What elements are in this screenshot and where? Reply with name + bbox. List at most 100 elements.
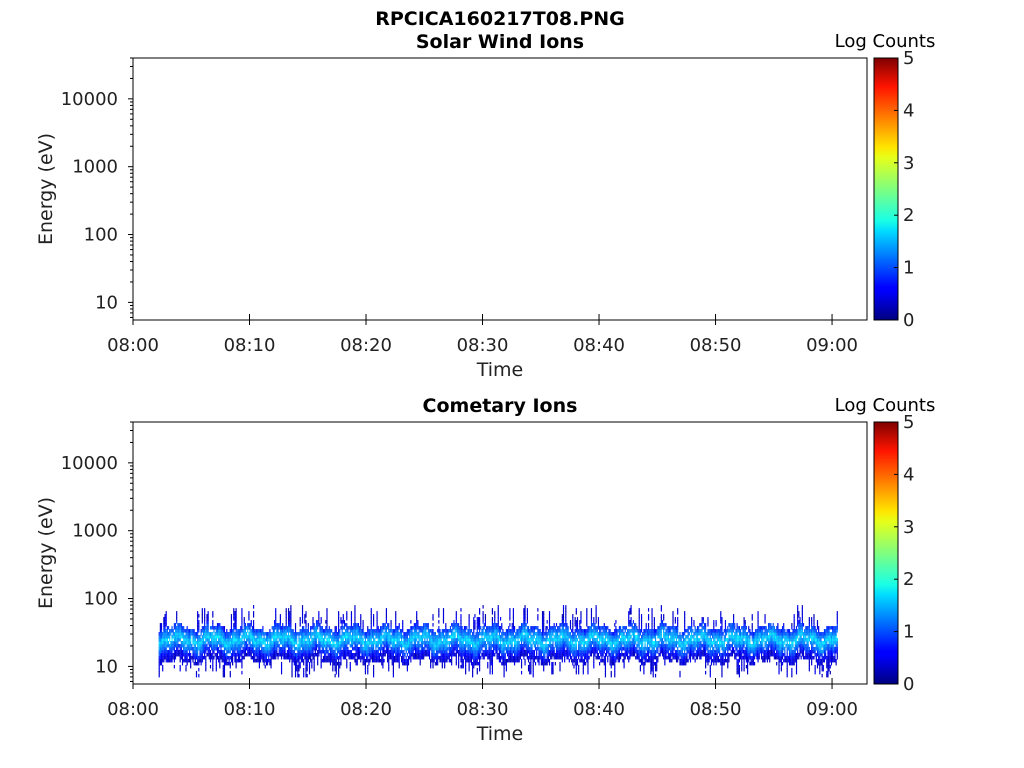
spectrogram-cell bbox=[432, 629, 434, 633]
spectrogram-cell bbox=[455, 652, 457, 657]
spectrogram-cell bbox=[356, 638, 358, 642]
spectrogram-cell bbox=[170, 646, 172, 651]
spectrogram-cell bbox=[414, 632, 417, 636]
spectrogram-cell bbox=[609, 635, 611, 639]
spectrogram-cell bbox=[425, 635, 427, 639]
spectrogram-cell bbox=[455, 661, 457, 666]
spectrogram-cell bbox=[635, 641, 637, 645]
spectrogram-cell bbox=[205, 626, 207, 630]
spectrogram-cell bbox=[444, 646, 446, 651]
spectrogram-cell bbox=[486, 638, 488, 642]
spectrogram-cell bbox=[283, 643, 285, 648]
spectrogram-cell bbox=[373, 655, 375, 660]
spectrogram-cell bbox=[359, 638, 361, 642]
spectrogram-cell bbox=[272, 643, 274, 648]
spectrogram-cell bbox=[285, 629, 287, 633]
spectrogram-cell bbox=[349, 664, 351, 669]
spectrogram-cell bbox=[447, 652, 449, 657]
spectrogram-cell bbox=[171, 652, 173, 657]
spectrogram-cell bbox=[594, 643, 596, 648]
spectrogram-cell bbox=[462, 649, 464, 654]
spectrogram-cell bbox=[298, 649, 300, 654]
spectrogram-cell bbox=[198, 646, 200, 651]
spectrogram-cell bbox=[206, 652, 208, 657]
spectrogram-cell bbox=[392, 658, 394, 663]
spectrogram-cell bbox=[527, 632, 530, 636]
spectrogram-cell bbox=[343, 626, 346, 630]
spectrogram-cell bbox=[363, 641, 365, 645]
spectrogram-cell bbox=[158, 635, 160, 639]
spectrogram-cell bbox=[511, 629, 513, 633]
spectrogram-cell bbox=[212, 626, 214, 630]
spectrogram-cell bbox=[451, 649, 453, 654]
spectrogram-cell bbox=[286, 626, 288, 630]
spectrogram-cell bbox=[298, 664, 300, 669]
spectrogram-cell bbox=[223, 629, 226, 633]
spectrogram-cell bbox=[495, 632, 497, 636]
spectrogram-cell bbox=[318, 623, 320, 627]
spectrogram-cell bbox=[412, 652, 414, 657]
spectrogram-cell bbox=[334, 667, 336, 672]
spectrogram-cell bbox=[255, 652, 257, 657]
spectrogram-cell bbox=[390, 649, 392, 654]
spectrogram-cell bbox=[305, 649, 307, 654]
spectrogram-cell bbox=[194, 652, 196, 657]
spectrogram-cell bbox=[427, 646, 429, 651]
spectrogram-cell bbox=[506, 643, 509, 648]
spectrogram-cell bbox=[473, 620, 475, 624]
spectrogram-cell bbox=[193, 643, 195, 648]
spectrogram-cell bbox=[515, 641, 517, 645]
spectrogram-cell bbox=[373, 620, 375, 624]
spectrogram-cell bbox=[536, 626, 538, 630]
spectrogram-cell bbox=[236, 632, 238, 636]
spectrogram-cell bbox=[215, 646, 217, 651]
spectrogram-cell bbox=[490, 652, 492, 657]
spectrogram-cell bbox=[467, 643, 469, 648]
spectrogram-cell bbox=[609, 655, 611, 660]
spectrogram-cell bbox=[301, 611, 304, 615]
spectrogram-cell bbox=[177, 638, 179, 642]
spectrogram-cell bbox=[396, 626, 398, 630]
spectrogram-cell bbox=[398, 638, 400, 642]
spectrogram-cell bbox=[240, 641, 242, 645]
spectrogram-cell bbox=[321, 638, 323, 642]
spectrogram-cell bbox=[373, 629, 375, 633]
spectrogram-cell bbox=[445, 635, 447, 639]
spectrogram-cell bbox=[362, 641, 364, 645]
spectrogram-cell bbox=[359, 632, 361, 636]
spectrogram-cell bbox=[522, 632, 524, 636]
spectrogram-cell bbox=[576, 661, 579, 666]
spectrogram-cell bbox=[589, 646, 591, 651]
spectrogram-cell bbox=[278, 652, 280, 657]
spectrogram-cell bbox=[585, 629, 587, 633]
spectrogram-cell bbox=[194, 638, 196, 642]
spectrogram-cell bbox=[400, 641, 403, 645]
spectrogram-cell bbox=[312, 632, 314, 636]
spectrogram-cell bbox=[625, 632, 627, 636]
spectrogram-cell bbox=[476, 649, 478, 654]
spectrogram-cell bbox=[595, 649, 597, 654]
spectrogram-cell bbox=[625, 649, 627, 654]
spectrogram-cell bbox=[229, 655, 231, 660]
spectrogram-cell bbox=[541, 635, 544, 639]
spectrogram-cell bbox=[187, 652, 189, 657]
spectrogram-cell bbox=[317, 655, 319, 660]
spectrogram-cell bbox=[303, 643, 305, 648]
spectrogram-cell bbox=[247, 643, 249, 648]
spectrogram-cell bbox=[494, 620, 496, 624]
spectrogram-cell bbox=[483, 632, 485, 636]
spectrogram-cell bbox=[320, 661, 322, 666]
spectrogram-cell bbox=[287, 632, 290, 636]
spectrogram-cell bbox=[574, 643, 576, 648]
spectrogram-cell bbox=[371, 635, 374, 639]
spectrogram-cell bbox=[636, 655, 638, 660]
spectrogram-cell bbox=[438, 655, 440, 660]
spectrogram-cell bbox=[466, 658, 468, 663]
spectrogram-cell bbox=[347, 638, 349, 642]
spectrogram-cell bbox=[306, 673, 308, 678]
spectrogram-cell bbox=[508, 646, 510, 651]
spectrogram-cell bbox=[223, 652, 226, 657]
spectrogram-cell bbox=[194, 632, 196, 636]
spectrogram-cell bbox=[448, 646, 450, 651]
spectrogram-cell bbox=[312, 620, 314, 624]
